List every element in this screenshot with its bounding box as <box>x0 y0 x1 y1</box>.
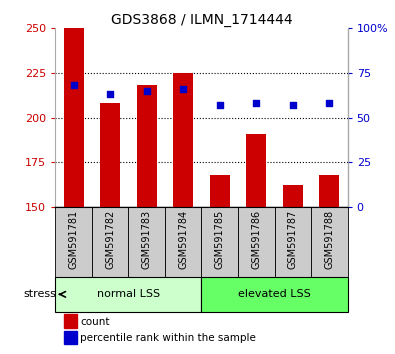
Bar <box>201 277 348 312</box>
Bar <box>165 207 201 277</box>
Bar <box>55 277 201 312</box>
Bar <box>92 207 128 277</box>
Point <box>180 86 186 92</box>
Text: count: count <box>80 317 110 327</box>
Point <box>107 91 113 97</box>
Point <box>326 101 333 106</box>
Point <box>253 101 260 106</box>
Bar <box>64 331 77 344</box>
Bar <box>201 207 238 277</box>
Bar <box>173 73 193 207</box>
Title: GDS3868 / ILMN_1714444: GDS3868 / ILMN_1714444 <box>111 13 292 27</box>
Bar <box>64 314 77 328</box>
Text: GSM591783: GSM591783 <box>142 210 152 269</box>
Text: percentile rank within the sample: percentile rank within the sample <box>80 333 256 343</box>
Bar <box>128 207 165 277</box>
Text: normal LSS: normal LSS <box>97 289 160 299</box>
Bar <box>311 207 348 277</box>
Bar <box>100 103 120 207</box>
Text: GSM591786: GSM591786 <box>251 210 261 269</box>
Bar <box>238 207 275 277</box>
Bar <box>64 28 84 207</box>
Bar <box>319 175 339 207</box>
Text: GSM591788: GSM591788 <box>324 210 334 269</box>
Text: GSM591781: GSM591781 <box>69 210 79 269</box>
Point <box>143 88 150 93</box>
Text: GSM591784: GSM591784 <box>178 210 188 269</box>
Bar <box>275 207 311 277</box>
Bar <box>55 207 92 277</box>
Point <box>290 102 296 108</box>
Text: GSM591787: GSM591787 <box>288 210 298 269</box>
Bar <box>137 85 157 207</box>
Point <box>70 82 77 88</box>
Text: GSM591782: GSM591782 <box>105 210 115 269</box>
Text: GSM591785: GSM591785 <box>215 210 225 269</box>
Text: elevated LSS: elevated LSS <box>238 289 311 299</box>
Bar <box>210 175 230 207</box>
Point <box>216 102 223 108</box>
Bar <box>283 185 303 207</box>
Bar <box>246 133 266 207</box>
Text: stress: stress <box>23 289 56 299</box>
